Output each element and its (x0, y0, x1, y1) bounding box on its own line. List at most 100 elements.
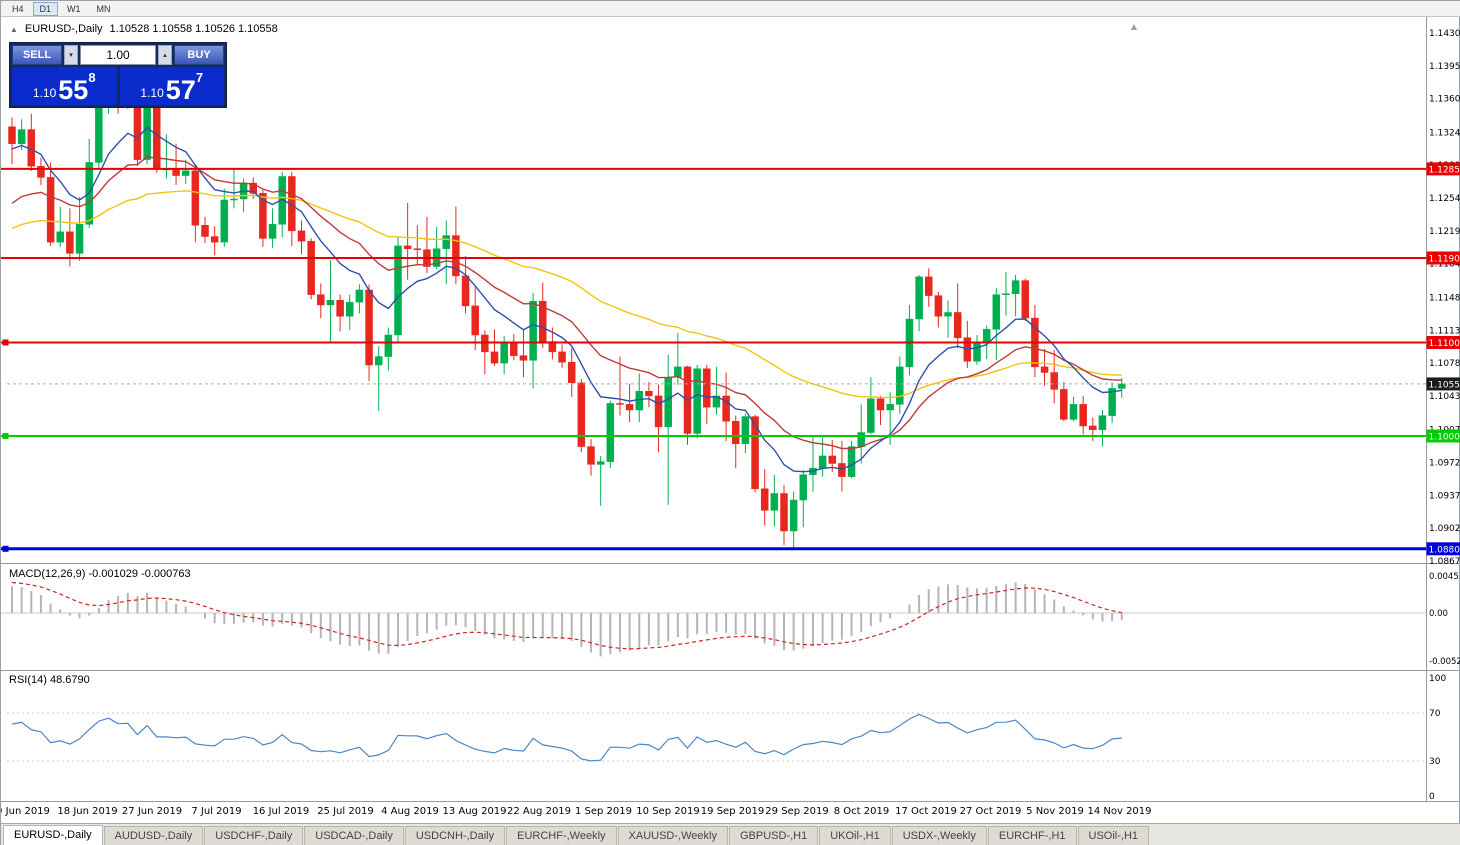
chart-tab-ukoil-h1[interactable]: UKOil-,H1 (819, 826, 891, 845)
svg-text:1.12540: 1.12540 (1429, 194, 1460, 204)
volume-decrease-button[interactable]: ▾ (64, 45, 78, 65)
timeframe-button-d1[interactable]: D1 (32, 1, 59, 16)
sell-button[interactable]: SELL (12, 45, 62, 65)
chart-shift-icon: ▲ (1131, 22, 1138, 31)
chart-tab-eurusd-daily[interactable]: EURUSD-,Daily (3, 825, 103, 845)
ask-price-main: 57 (165, 75, 196, 105)
ask-price-prefix: 1.10 (140, 86, 164, 100)
svg-text:27 Oct 2019: 27 Oct 2019 (960, 806, 1022, 817)
svg-text:0.00: 0.00 (1429, 609, 1448, 619)
svg-text:22 Aug 2019: 22 Aug 2019 (507, 806, 571, 817)
chart-tabs-bar: EURUSD-,Daily AUDUSD-,Daily USDCHF-,Daily U… (1, 823, 1460, 845)
ask-price-button[interactable]: 1.10 57 7 (119, 67, 224, 105)
symbol-title: EURUSD-,Daily (24, 23, 103, 35)
svg-text:1.09020: 1.09020 (1429, 524, 1460, 534)
svg-text:13 Aug 2019: 13 Aug 2019 (442, 806, 506, 817)
timeframe-button-h4[interactable]: H4 (5, 2, 31, 16)
chart-tab-usdchf-daily[interactable]: USDCHF-,Daily (204, 826, 304, 845)
svg-text:1.13950: 1.13950 (1429, 62, 1460, 72)
price-line-badge (1426, 429, 1460, 443)
rsi-indicator-label: RSI(14) 48.6790 (9, 674, 90, 686)
svg-text:1.14300: 1.14300 (1429, 29, 1460, 39)
svg-text:1.08670: 1.08670 (1429, 557, 1460, 567)
svg-text:27 Jun 2019: 27 Jun 2019 (122, 806, 182, 817)
svg-text:-0.00520: -0.00520 (1429, 657, 1460, 667)
svg-text:25 Jul 2019: 25 Jul 2019 (317, 806, 374, 817)
macd-signal-line (11, 581, 1122, 650)
ohlc-values: 1.10528 1.10558 1.10526 1.10558 (109, 23, 278, 35)
svg-text:1.09720: 1.09720 (1429, 459, 1460, 469)
price-line-badge (1426, 162, 1460, 176)
chart-tab-gbpusd-h1[interactable]: GBPUSD-,H1 (728, 826, 819, 845)
svg-text:7 Jul 2019: 7 Jul 2019 (191, 806, 241, 817)
bid-ask-prices: 1.10 55 8 1.10 57 7 (12, 67, 224, 105)
svg-text:1.11840: 1.11840 (1429, 260, 1460, 270)
buy-button[interactable]: BUY (174, 45, 224, 65)
rsi-line (11, 713, 1122, 762)
svg-text:14 Nov 2019: 14 Nov 2019 (1087, 806, 1151, 817)
collapse-trade-panel-icon[interactable]: ▲ (10, 24, 18, 34)
svg-text:1.11130: 1.11130 (1429, 326, 1460, 336)
bid-price-button[interactable]: 1.10 55 8 (12, 67, 117, 105)
macd-indicator-label: MACD(12,26,9) -0.001029 -0.000763 (9, 568, 191, 580)
svg-text:1.11480: 1.11480 (1429, 293, 1460, 303)
candlestick-series (8, 49, 1126, 550)
svg-text:8 Oct 2019: 8 Oct 2019 (834, 806, 889, 817)
svg-text:1.08800: 1.08800 (1429, 545, 1460, 555)
svg-text:1.10780: 1.10780 (1429, 359, 1460, 369)
chart-tab-audusd-daily[interactable]: AUDUSD-,Daily (103, 826, 204, 845)
one-click-trading-panel: SELL ▾ 1.00 ▴ BUY 1.10 55 8 1.10 57 7 (9, 42, 227, 108)
bid-price-main: 55 (58, 75, 89, 105)
trade-controls-row: SELL ▾ 1.00 ▴ BUY (12, 45, 224, 65)
fast-ma (11, 126, 1122, 473)
bid-price-pipette: 8 (88, 70, 96, 85)
svg-text:1.10430: 1.10430 (1429, 392, 1460, 402)
chart-tab-usdx-weekly[interactable]: USDX-,Weekly (891, 826, 987, 845)
price-line-badge (1426, 377, 1460, 391)
svg-text:70: 70 (1429, 709, 1441, 719)
svg-text:29 Sep 2019: 29 Sep 2019 (765, 806, 828, 817)
svg-text:1.13600: 1.13600 (1429, 95, 1460, 105)
slow-ma (11, 190, 1122, 399)
price-line-badge (1426, 542, 1460, 556)
svg-text:100: 100 (1429, 674, 1446, 684)
volume-increase-button[interactable]: ▴ (158, 45, 172, 65)
bid-price-prefix: 1.10 (32, 86, 57, 100)
svg-text:1.12190: 1.12190 (1429, 227, 1460, 237)
svg-text:4 Aug 2019: 4 Aug 2019 (381, 806, 439, 817)
chart-tab-xauusd-weekly[interactable]: XAUUSD-,Weekly (617, 826, 728, 845)
line-edge-marker[interactable] (2, 339, 9, 346)
chart-tab-eurchf-h1[interactable]: EURCHF-,H1 (987, 826, 1077, 845)
price-axis: 1.143001.139501.136001.132401.128901.125… (1429, 29, 1460, 567)
svg-text:1 Sep 2019: 1 Sep 2019 (575, 806, 632, 817)
line-edge-marker[interactable] (2, 545, 9, 552)
svg-text:1.09370: 1.09370 (1429, 491, 1460, 501)
timeframe-button-w1[interactable]: W1 (60, 2, 88, 16)
svg-text:0.004536: 0.004536 (1429, 572, 1460, 582)
timeframe-button-mn[interactable]: MN (90, 2, 118, 16)
ask-price-pipette: 7 (195, 70, 204, 85)
date-axis: 9 Jun 2019 18 Jun 2019 27 Jun 2019 7 Jul 20… (1, 806, 1152, 817)
price-line-badge (1426, 251, 1460, 265)
svg-text:1.11000: 1.11000 (1429, 339, 1460, 349)
price-line-badge (1426, 335, 1460, 349)
line-edge-marker[interactable] (2, 432, 9, 439)
price-chart-canvas[interactable]: 1.143001.139501.136001.132401.128901.125… (1, 17, 1460, 823)
chart-tab-usdcnh-daily[interactable]: USDCNH-,Daily (404, 826, 506, 845)
chart-tab-eurchf-weekly[interactable]: EURCHF-,Weekly (506, 826, 617, 845)
svg-text:10 Sep 2019: 10 Sep 2019 (636, 806, 699, 817)
svg-text:1.10558: 1.10558 (1429, 380, 1460, 390)
svg-text:5 Nov 2019: 5 Nov 2019 (1026, 806, 1084, 817)
chart-tab-usoil-h1[interactable]: USOil-,H1 (1077, 826, 1150, 845)
svg-text:1.10003: 1.10003 (1429, 432, 1460, 442)
chart-header: ▲ EURUSD-,Daily 1.10528 1.10558 1.10526 … (10, 23, 278, 35)
svg-text:1.13240: 1.13240 (1429, 128, 1460, 138)
svg-text:30: 30 (1429, 757, 1441, 767)
medium-ma (11, 156, 1122, 450)
chart-tab-usdcad-daily[interactable]: USDCAD-,Daily (304, 826, 404, 845)
svg-text:0: 0 (1429, 792, 1435, 802)
volume-input[interactable]: 1.00 (80, 45, 156, 65)
macd-histogram (11, 582, 1123, 657)
